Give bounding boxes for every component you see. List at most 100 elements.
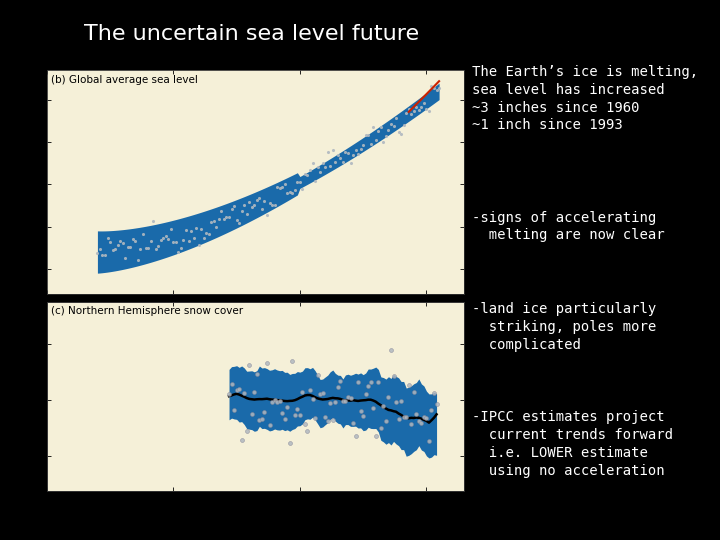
Point: [393, 127, 405, 136]
Point: [393, 414, 405, 423]
Point: [238, 201, 250, 210]
Text: -land ice particularly
  striking, poles more
  complicated: -land ice particularly striking, poles m…: [472, 302, 656, 352]
Point: [150, 245, 161, 254]
Point: [395, 130, 407, 138]
Point: [114, 237, 126, 246]
Point: [342, 149, 354, 158]
Point: [420, 414, 432, 422]
Point: [243, 198, 255, 207]
Text: -IPCC estimates project
  current trends forward
  i.e. LOWER estimate
  using n: -IPCC estimates project current trends f…: [472, 410, 672, 478]
Point: [352, 377, 364, 386]
Point: [428, 388, 440, 397]
Point: [317, 388, 328, 397]
Point: [104, 238, 116, 246]
Point: [400, 109, 412, 117]
Point: [264, 421, 275, 430]
Point: [266, 201, 278, 210]
Point: [327, 416, 338, 424]
Point: [305, 386, 316, 394]
Point: [355, 406, 366, 415]
Point: [370, 136, 382, 144]
Point: [390, 397, 402, 406]
Point: [365, 377, 377, 386]
Point: [388, 372, 400, 381]
Point: [127, 234, 139, 243]
Point: [305, 166, 316, 174]
Point: [279, 179, 290, 188]
Point: [355, 145, 366, 154]
Point: [246, 202, 258, 211]
Point: [266, 398, 278, 407]
Text: The uncertain sea level future: The uncertain sea level future: [84, 24, 420, 44]
Y-axis label: (mm): (mm): [1, 168, 11, 197]
Point: [340, 147, 351, 156]
Point: [367, 404, 379, 413]
Point: [431, 400, 442, 409]
Point: [248, 201, 260, 210]
Point: [431, 86, 442, 94]
Point: [322, 147, 333, 156]
Point: [426, 406, 437, 415]
Point: [158, 234, 169, 243]
Point: [312, 163, 323, 171]
Point: [135, 245, 146, 253]
Point: [211, 223, 222, 232]
Point: [398, 413, 410, 421]
Point: [148, 217, 159, 226]
Point: [261, 211, 273, 220]
Point: [332, 151, 343, 159]
Point: [246, 409, 258, 418]
Point: [418, 98, 430, 107]
Point: [302, 427, 313, 436]
Point: [282, 402, 293, 411]
Point: [216, 207, 228, 215]
Point: [205, 218, 217, 227]
Point: [350, 432, 361, 441]
Point: [410, 103, 422, 112]
Point: [168, 238, 179, 247]
Point: [125, 242, 136, 251]
Point: [347, 151, 359, 159]
Point: [223, 213, 235, 221]
Point: [289, 410, 300, 419]
Point: [362, 130, 374, 139]
Point: [233, 219, 245, 227]
Point: [302, 171, 313, 180]
Point: [287, 357, 298, 366]
Point: [320, 413, 331, 421]
Point: [170, 238, 181, 247]
Point: [423, 437, 435, 445]
Point: [317, 159, 328, 167]
Point: [365, 139, 377, 148]
Point: [310, 177, 321, 185]
Point: [102, 234, 113, 242]
Point: [292, 405, 303, 414]
Point: [372, 127, 384, 136]
Text: (b) Global average sea level: (b) Global average sea level: [51, 75, 198, 85]
Point: [226, 205, 238, 213]
Point: [423, 107, 435, 116]
Point: [325, 161, 336, 170]
Point: [362, 382, 374, 390]
Point: [345, 394, 356, 402]
Point: [198, 233, 210, 242]
Point: [294, 410, 306, 419]
Point: [226, 380, 238, 389]
Point: [340, 397, 351, 406]
Point: [352, 150, 364, 158]
Point: [153, 241, 164, 250]
Point: [271, 183, 283, 192]
Text: The Earth’s ice is melting,
sea level has increased
~3 inches since 1960
~1 inch: The Earth’s ice is melting, sea level ha…: [472, 65, 698, 132]
Point: [223, 389, 235, 398]
Point: [188, 234, 199, 242]
Point: [251, 369, 263, 378]
Point: [175, 244, 186, 252]
Point: [347, 418, 359, 427]
Point: [335, 377, 346, 386]
Point: [163, 235, 174, 244]
Point: [195, 225, 207, 234]
Point: [297, 185, 308, 193]
Point: [357, 140, 369, 149]
Point: [253, 416, 265, 424]
Point: [138, 230, 149, 239]
